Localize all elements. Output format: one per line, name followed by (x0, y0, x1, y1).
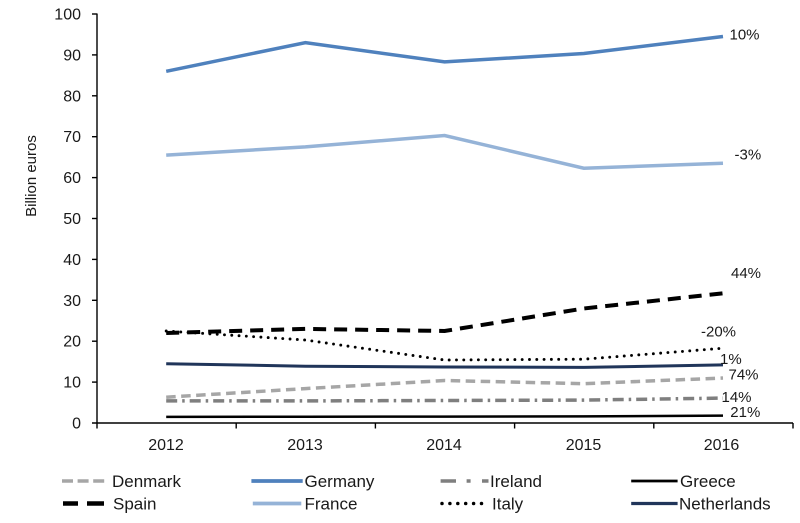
svg-text:Ireland: Ireland (490, 472, 542, 491)
svg-text:2014: 2014 (426, 437, 462, 454)
svg-text:90: 90 (63, 47, 81, 64)
svg-text:Spain: Spain (113, 495, 156, 514)
svg-text:60: 60 (63, 170, 81, 187)
svg-text:80: 80 (63, 88, 81, 105)
svg-text:2016: 2016 (704, 437, 740, 454)
svg-text:70: 70 (63, 129, 81, 146)
svg-text:Billion euros: Billion euros (23, 135, 40, 217)
svg-text:20: 20 (63, 334, 81, 351)
svg-text:2015: 2015 (566, 437, 602, 454)
svg-text:Germany: Germany (305, 472, 375, 491)
svg-text:74%: 74% (729, 366, 759, 383)
svg-text:100: 100 (54, 7, 81, 24)
svg-text:Greece: Greece (680, 472, 736, 491)
svg-text:30: 30 (63, 293, 81, 310)
svg-text:0: 0 (72, 416, 81, 433)
svg-text:Denmark: Denmark (112, 472, 181, 491)
svg-text:2012: 2012 (148, 437, 184, 454)
svg-text:France: France (305, 495, 358, 514)
svg-text:10%: 10% (730, 27, 760, 44)
svg-text:21%: 21% (730, 404, 760, 421)
svg-text:44%: 44% (731, 265, 761, 282)
svg-text:-20%: -20% (701, 323, 736, 340)
svg-text:-3%: -3% (735, 147, 762, 164)
svg-text:Netherlands: Netherlands (679, 495, 771, 514)
svg-text:50: 50 (63, 211, 81, 228)
svg-text:40: 40 (63, 252, 81, 269)
svg-text:1%: 1% (720, 351, 742, 368)
svg-text:Italy: Italy (492, 495, 524, 514)
svg-text:14%: 14% (722, 389, 752, 406)
svg-text:10: 10 (63, 375, 81, 392)
svg-text:2013: 2013 (287, 437, 323, 454)
